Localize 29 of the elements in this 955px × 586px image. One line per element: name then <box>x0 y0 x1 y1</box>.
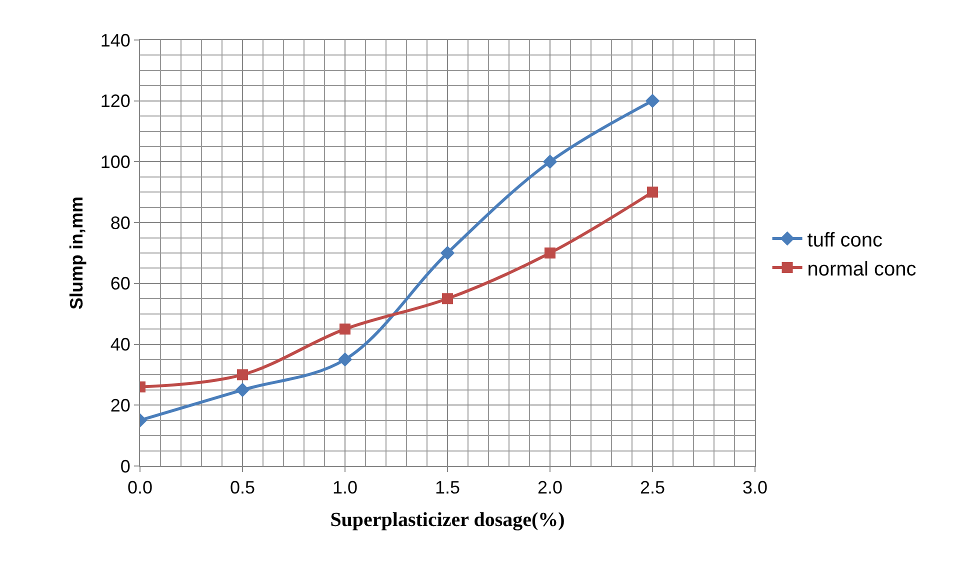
y-tick-label: 20 <box>110 395 130 416</box>
point <box>237 369 248 380</box>
point <box>542 154 558 169</box>
x-axis-title: Superplasticizer dosage(%) <box>330 509 565 532</box>
point <box>338 352 352 367</box>
y-tick-label: 120 <box>100 91 130 112</box>
point <box>235 382 250 398</box>
point <box>645 94 660 108</box>
y-tick-label: 0 <box>120 456 130 476</box>
x-tick-label: 0.0 <box>127 478 153 498</box>
y-tick-label: 80 <box>110 212 130 233</box>
x-tick-label: 1.5 <box>434 478 460 498</box>
y-axis-title: Slump in,mm <box>66 196 87 310</box>
x-tick-label: 1.0 <box>332 478 358 498</box>
point <box>647 186 658 198</box>
x-tick-label: 2.0 <box>537 478 563 498</box>
point <box>442 293 453 304</box>
x-tick-label: 2.5 <box>640 478 666 498</box>
y-tick-label: 60 <box>110 274 130 294</box>
legend-label: tuff conc <box>807 229 883 252</box>
point <box>440 246 455 260</box>
y-tick-label: 140 <box>100 30 130 50</box>
x-tick-label: 0.5 <box>230 478 256 498</box>
y-tick-label: 100 <box>100 152 130 172</box>
legend-label: normal conc <box>807 258 916 280</box>
point <box>544 248 556 258</box>
y-tick-label: 40 <box>110 334 130 355</box>
x-tick-label: 3.0 <box>742 478 768 498</box>
point <box>340 324 350 335</box>
